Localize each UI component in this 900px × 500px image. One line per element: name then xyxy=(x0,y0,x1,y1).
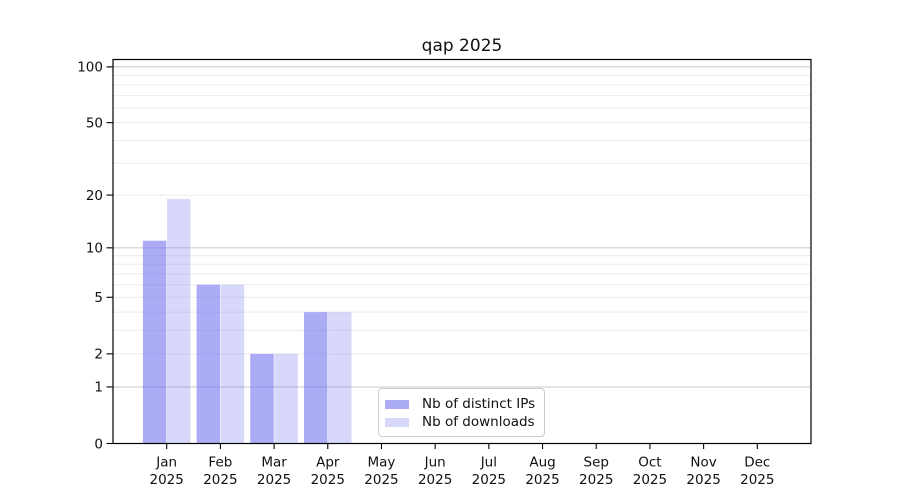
xtick-label-may: May 2025 xyxy=(364,455,398,489)
legend-swatch-distinct-ips xyxy=(385,399,409,409)
bar-jan-downloads xyxy=(166,199,191,444)
bar-mar-downloads xyxy=(274,353,298,444)
xtick-label-oct: Oct 2025 xyxy=(633,455,667,489)
bars xyxy=(142,199,352,444)
ytick-label-0: 0 xyxy=(94,436,103,452)
xtick-label-mar: Mar 2025 xyxy=(257,455,291,489)
xtick-label-jul: Jul 2025 xyxy=(472,455,506,489)
plot-frame xyxy=(112,58,812,445)
legend-label-downloads: Nb of downloads xyxy=(422,414,535,430)
xtick-label-apr: Apr 2025 xyxy=(311,455,345,489)
chart-title: qap 2025 xyxy=(422,36,503,56)
legend-swatch-downloads xyxy=(385,417,409,427)
bar-apr-distinct-ips xyxy=(303,312,328,444)
legend-item-downloads: Nb of downloads xyxy=(385,413,536,431)
axis-ticks xyxy=(106,66,758,449)
xtick-label-jun: Jun 2025 xyxy=(418,455,452,489)
bar-feb-distinct-ips xyxy=(196,284,221,444)
ytick-label-50: 50 xyxy=(86,115,103,131)
ytick-label-10: 10 xyxy=(86,241,103,257)
xtick-label-dec: Dec 2025 xyxy=(740,455,774,489)
legend: Nb of distinct IPs Nb of downloads xyxy=(378,388,545,437)
ytick-label-1: 1 xyxy=(94,380,103,396)
legend-label-distinct-ips: Nb of distinct IPs xyxy=(422,396,536,412)
xtick-label-nov: Nov 2025 xyxy=(686,455,720,489)
legend-item-distinct-ips: Nb of distinct IPs xyxy=(385,395,536,413)
ytick-label-100: 100 xyxy=(77,60,103,76)
bar-feb-downloads xyxy=(220,284,245,444)
ytick-label-2: 2 xyxy=(94,347,103,363)
xtick-label-aug: Aug 2025 xyxy=(525,455,559,489)
gridlines xyxy=(113,66,811,388)
ytick-label-5: 5 xyxy=(94,290,103,306)
plot-border xyxy=(112,58,812,445)
ytick-label-20: 20 xyxy=(86,188,103,204)
xtick-label-feb: Feb 2025 xyxy=(203,455,237,489)
xtick-label-sep: Sep 2025 xyxy=(579,455,613,489)
bar-mar-distinct-ips xyxy=(250,353,274,444)
bar-apr-downloads xyxy=(328,312,352,444)
bar-jan-distinct-ips xyxy=(142,240,167,444)
xtick-label-jan: Jan 2025 xyxy=(150,455,184,489)
